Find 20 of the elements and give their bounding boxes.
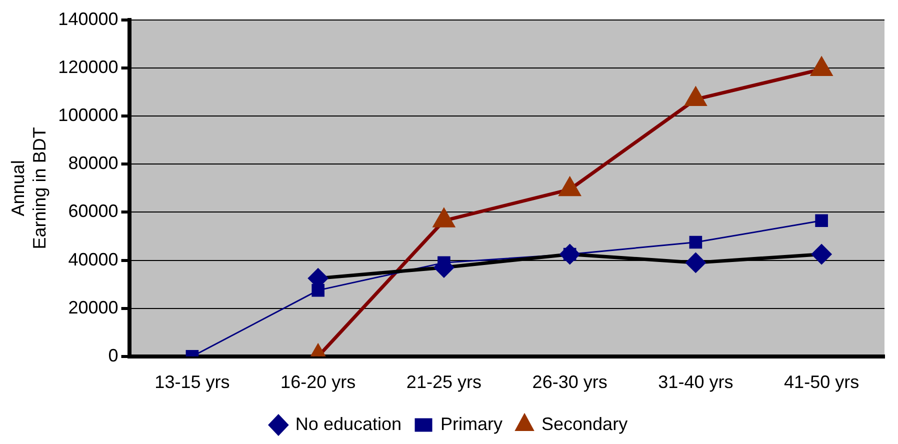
legend-label: Primary [440, 414, 503, 434]
x-tick-label: 21-25 yrs [406, 372, 482, 392]
y-tick-label: 120000 [58, 57, 118, 78]
x-tick-label: 41-50 yrs [784, 372, 860, 392]
y-tick-label: 140000 [58, 8, 118, 29]
y-tick-label: 80000 [68, 153, 118, 174]
y-tick-label: 0 [108, 345, 118, 366]
y-tick-label: 40000 [68, 249, 118, 270]
legend-label: Secondary [542, 414, 628, 434]
x-tick-label: 26-30 yrs [532, 372, 608, 392]
point [689, 236, 702, 249]
y-axis-title: Annual Earning in BDT [8, 127, 50, 250]
y-tick-label: 60000 [68, 201, 118, 222]
legend-label: No education [295, 414, 402, 434]
x-tick-label: 13-15 yrs [154, 372, 230, 392]
x-tick-label: 16-20 yrs [280, 372, 356, 392]
y-tick-label: 100000 [58, 105, 118, 126]
point [815, 214, 828, 228]
y-tick-label: 20000 [68, 297, 118, 318]
x-tick-label: 31-40 yrs [658, 372, 734, 392]
